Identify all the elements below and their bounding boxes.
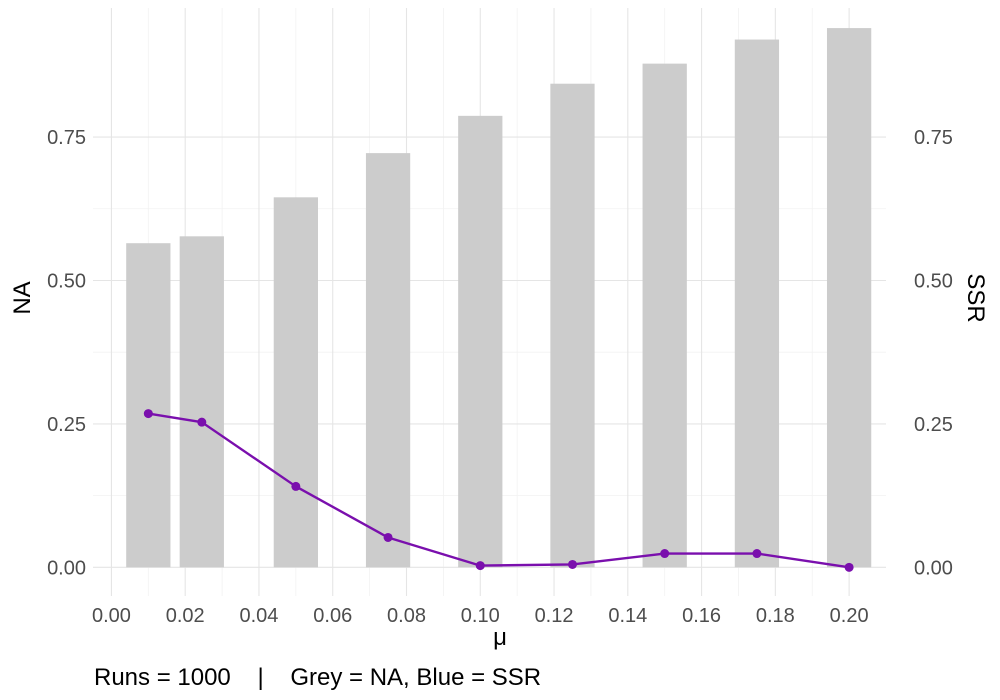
ssr-point bbox=[143, 409, 153, 419]
na-bar bbox=[179, 236, 224, 568]
x-tick-label: 0.08 bbox=[387, 605, 426, 627]
na-bar bbox=[365, 153, 411, 568]
tick-labels-layer: 0.00 0.02 0.04 0.06 0.08 0.10 0.12 0.14 0.16 0.18… bbox=[47, 127, 953, 627]
ssr-point bbox=[844, 562, 854, 572]
ssr-point bbox=[567, 559, 577, 569]
x-tick-label: 0.04 bbox=[240, 605, 279, 627]
right-y-tick-label: 0.00 bbox=[914, 557, 953, 579]
x-tick-label: 0.20 bbox=[830, 605, 869, 627]
ssr-points-layer bbox=[143, 409, 854, 572]
na-bar bbox=[458, 115, 503, 568]
right-y-axis-title: SSR bbox=[962, 273, 989, 322]
x-tick-label: 0.12 bbox=[535, 605, 574, 627]
x-tick-label: 0.16 bbox=[682, 605, 721, 627]
x-tick-label: 0.00 bbox=[92, 605, 131, 627]
x-tick-label: 0.14 bbox=[608, 605, 647, 627]
right-y-tick-label: 0.25 bbox=[914, 414, 953, 436]
right-y-tick-label: 0.75 bbox=[914, 127, 953, 149]
left-y-tick-label: 0.50 bbox=[47, 270, 86, 292]
ssr-point bbox=[752, 549, 762, 559]
left-y-axis-title: NA bbox=[9, 281, 36, 314]
chart-caption: Runs = 1000 | Grey = NA, Blue = SSR bbox=[94, 664, 541, 691]
na-bar bbox=[550, 83, 595, 568]
x-axis-title: μ bbox=[493, 624, 507, 651]
ssr-point bbox=[197, 417, 207, 427]
ssr-point bbox=[291, 481, 301, 491]
left-y-tick-label: 0.00 bbox=[47, 557, 86, 579]
x-tick-label: 0.18 bbox=[756, 605, 795, 627]
bars-layer bbox=[126, 28, 872, 568]
x-tick-label: 0.06 bbox=[313, 605, 352, 627]
na-bar bbox=[126, 243, 171, 568]
na-bar bbox=[273, 197, 318, 568]
ssr-point bbox=[383, 532, 393, 542]
ssr-point bbox=[475, 561, 485, 571]
x-tick-label: 0.02 bbox=[166, 605, 205, 627]
left-y-tick-label: 0.75 bbox=[47, 127, 86, 149]
left-y-tick-label: 0.25 bbox=[47, 414, 86, 436]
na-bar bbox=[642, 63, 687, 568]
ssr-point bbox=[660, 549, 670, 559]
x-tick-label: 0.10 bbox=[461, 605, 500, 627]
na-bar bbox=[826, 28, 872, 568]
right-y-tick-label: 0.50 bbox=[914, 270, 953, 292]
na-bar bbox=[734, 39, 780, 568]
